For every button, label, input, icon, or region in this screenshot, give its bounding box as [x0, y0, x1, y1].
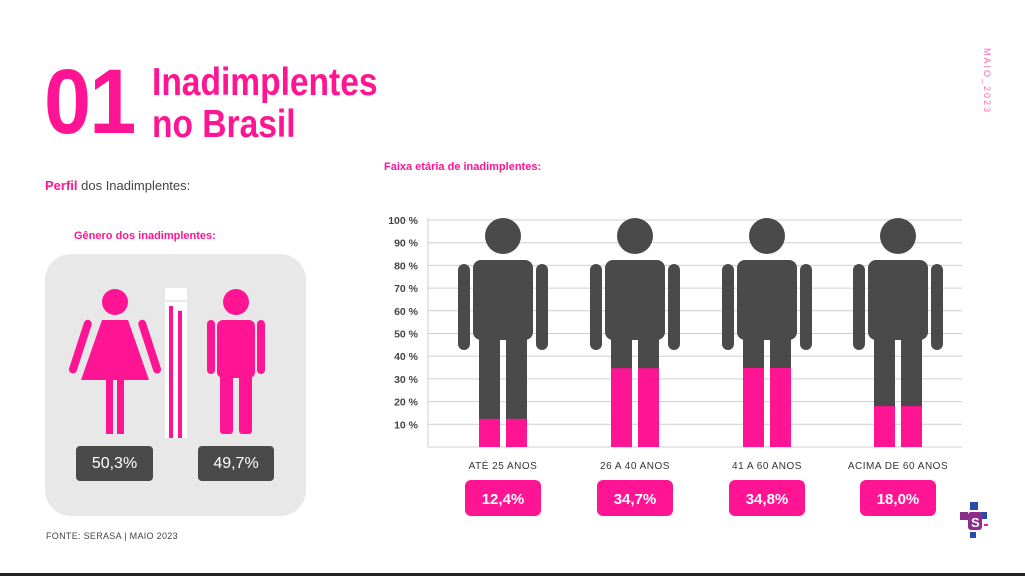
age-chart: 10 % 20 % 30 % 40 % 50 % 60 % 70 % 80 % 90 % 100 … — [388, 215, 962, 516]
person-head-icon — [880, 218, 916, 254]
person-right-arm — [800, 264, 812, 350]
value-badge — [597, 480, 673, 516]
person-torso — [473, 260, 533, 340]
value-label: 34,8% — [746, 491, 789, 508]
value-fill — [874, 406, 895, 447]
value-badge — [465, 480, 541, 516]
person-torso — [868, 260, 928, 340]
value-label: 18,0% — [877, 491, 920, 508]
value-fill — [479, 418, 500, 447]
male-bar — [178, 310, 182, 438]
person-left-arm — [458, 264, 470, 350]
value-fill — [611, 368, 632, 447]
male-percentage: 49,7% — [198, 446, 274, 481]
value-fill — [743, 368, 764, 447]
gender-comparison-bars — [165, 288, 187, 438]
person-bar: 41 A 60 ANOS 34,8% — [722, 218, 812, 516]
person-left-arm — [853, 264, 865, 350]
serasa-logo-icon: S — [960, 502, 988, 538]
age-chart-title: Faixa etária de inadimplentes: — [384, 161, 542, 173]
category-label: 41 A 60 ANOS — [732, 461, 802, 472]
person-left-arm — [590, 264, 602, 350]
title-line-1: Inadimplentes — [152, 61, 378, 104]
person-left-arm — [722, 264, 734, 350]
value-label: 34,7% — [614, 491, 657, 508]
person-right-arm — [536, 264, 548, 350]
female-icon — [68, 289, 162, 434]
y-tick-label: 90 % — [394, 238, 419, 250]
profile-label: Perfil dos Inadimplentes: — [45, 178, 190, 193]
y-tick-label: 60 % — [394, 306, 419, 318]
value-fill — [638, 368, 659, 447]
person-bar: ACIMA DE 60 ANOS 18,0% — [848, 218, 948, 516]
category-label: 26 A 40 ANOS — [600, 461, 670, 472]
y-tick-label: 20 % — [394, 397, 419, 409]
value-fill — [901, 406, 922, 447]
y-tick-label: 80 % — [394, 260, 419, 272]
section-number: 01 — [44, 51, 136, 153]
person-bar: ATÉ 25 ANOS 12,4% — [458, 218, 548, 516]
page-title: Inadimplentes no Brasil — [152, 62, 378, 146]
value-fill — [770, 368, 791, 447]
person-right-arm — [668, 264, 680, 350]
svg-text:S: S — [971, 515, 980, 530]
person-right-leg — [506, 334, 527, 447]
title-line-2: no Brasil — [152, 103, 296, 146]
male-icon — [207, 289, 265, 434]
female-percentage: 50,3% — [76, 446, 153, 481]
y-tick-label: 10 % — [394, 419, 419, 431]
y-tick-label: 100 % — [388, 215, 418, 227]
y-tick-label: 50 % — [394, 329, 419, 341]
y-tick-label: 70 % — [394, 283, 419, 295]
y-tick-label: 40 % — [394, 351, 419, 363]
female-bar — [169, 306, 173, 438]
value-badge — [860, 480, 936, 516]
side-date: MAIO_2023 — [982, 48, 992, 115]
person-torso — [737, 260, 797, 340]
person-bar: 26 A 40 ANOS 34,7% — [590, 218, 680, 516]
gender-figures — [68, 288, 265, 438]
profile-label-bold: Perfil — [45, 178, 78, 193]
gender-title: Gênero dos inadimplentes: — [74, 230, 216, 242]
value-label: 12,4% — [482, 491, 525, 508]
person-head-icon — [485, 218, 521, 254]
bottom-border — [0, 573, 1025, 576]
person-left-leg — [479, 334, 500, 447]
person-head-icon — [749, 218, 785, 254]
category-label: ATÉ 25 ANOS — [469, 459, 538, 472]
gender-panel: 50,3% 49,7% — [45, 254, 306, 516]
y-tick-label: 30 % — [394, 374, 419, 386]
person-right-arm — [931, 264, 943, 350]
value-badge — [729, 480, 805, 516]
category-label: ACIMA DE 60 ANOS — [848, 461, 948, 472]
person-head-icon — [617, 218, 653, 254]
person-torso — [605, 260, 665, 340]
value-fill — [506, 418, 527, 447]
source-note: FONTE: SERASA | MAIO 2023 — [46, 531, 178, 541]
profile-label-rest: dos Inadimplentes: — [77, 178, 191, 193]
